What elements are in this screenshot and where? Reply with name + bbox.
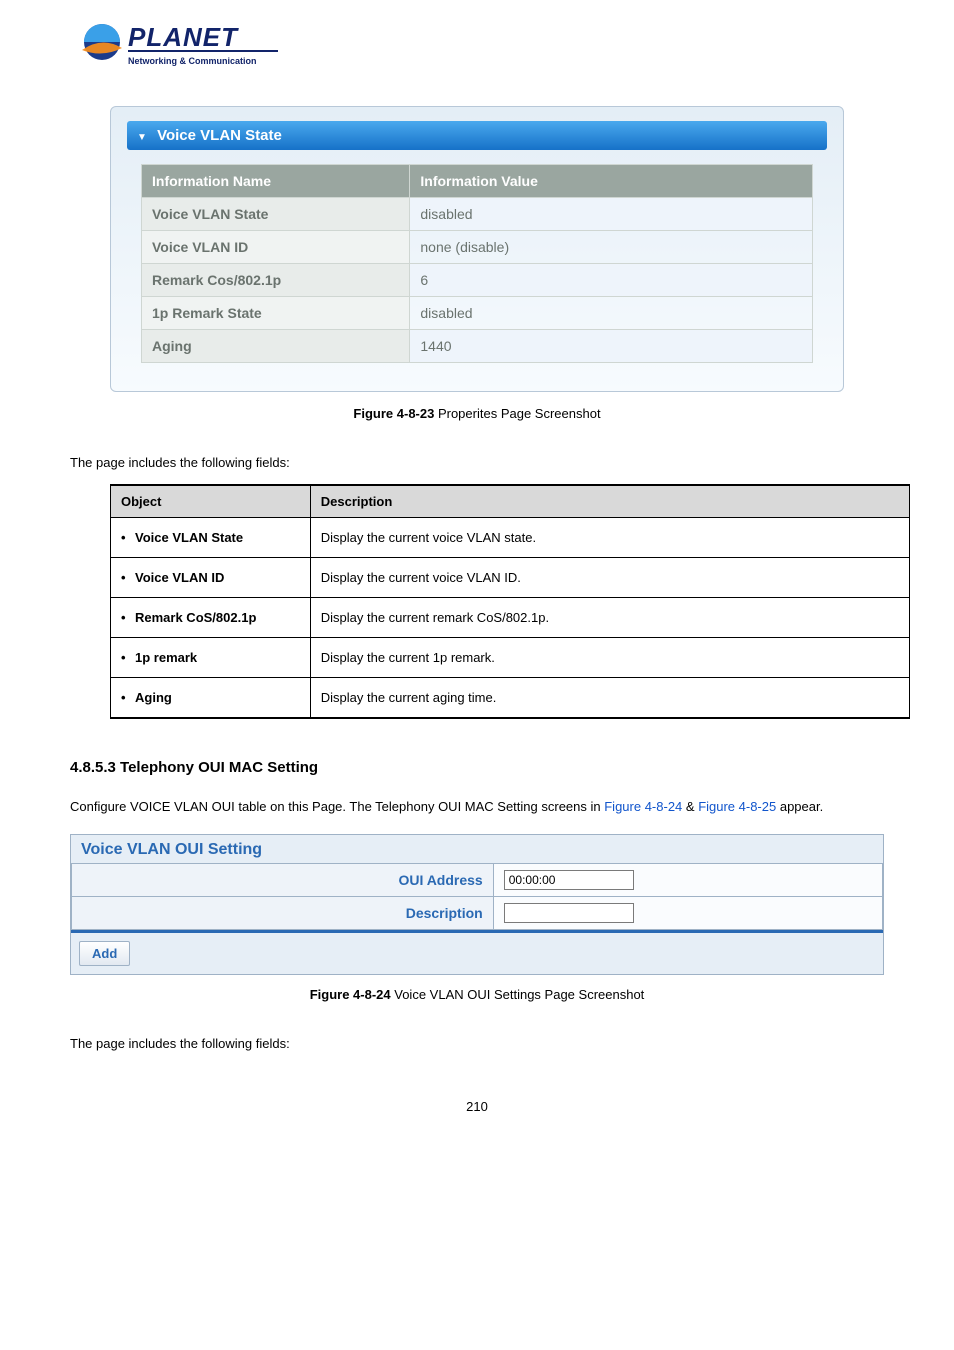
svg-text:PLANET: PLANET (128, 22, 239, 52)
info-value: 1440 (410, 330, 813, 363)
caption-bold: Figure 4-8-24 (310, 987, 391, 1002)
info-value: disabled (410, 297, 813, 330)
field-object: Voice VLAN ID (135, 570, 224, 585)
bullet-icon: • (121, 610, 135, 625)
table-row: Voice VLAN State disabled (142, 198, 813, 231)
info-value: disabled (410, 198, 813, 231)
figure-reference-link[interactable]: Figure 4-8-25 (698, 799, 776, 814)
figure-reference-link[interactable]: Figure 4-8-24 (604, 799, 682, 814)
field-object: Remark CoS/802.1p (135, 610, 256, 625)
table-row: •Aging Display the current aging time. (111, 678, 910, 719)
field-object: Aging (135, 690, 172, 705)
oui-description-cell (493, 897, 882, 930)
field-desc: Display the current voice VLAN ID. (310, 558, 909, 598)
bullet-icon: • (121, 650, 135, 665)
field-object: 1p remark (135, 650, 197, 665)
section-text-post: appear. (776, 799, 823, 814)
oui-address-input[interactable] (504, 870, 634, 890)
page-number: 210 (70, 1099, 884, 1114)
voice-vlan-oui-panel: Voice VLAN OUI Setting OUI Address Descr… (70, 834, 884, 975)
info-name: Voice VLAN State (142, 198, 410, 231)
col-description: Description (310, 485, 909, 518)
info-name: Aging (142, 330, 410, 363)
table-row: Voice VLAN ID none (disable) (142, 231, 813, 264)
table-row: 1p Remark State disabled (142, 297, 813, 330)
figure-caption-4-8-24: Figure 4-8-24 Voice VLAN OUI Settings Pa… (70, 987, 884, 1002)
field-object: Voice VLAN State (135, 530, 243, 545)
table-row: Description (72, 897, 883, 930)
field-desc: Display the current aging time. (310, 678, 909, 719)
intro-text-2: The page includes the following fields: (70, 1036, 884, 1051)
col-info-name: Information Name (142, 165, 410, 198)
figure-caption-4-8-23: Figure 4-8-23 Properites Page Screenshot (70, 406, 884, 421)
fields-description-table: Object Description •Voice VLAN State Dis… (110, 484, 910, 719)
info-name: Remark Cos/802.1p (142, 264, 410, 297)
brand-logo: PLANET Networking & Communication (80, 20, 884, 76)
table-row: Remark Cos/802.1p 6 (142, 264, 813, 297)
table-row: •Voice VLAN State Display the current vo… (111, 518, 910, 558)
section-heading: 4.8.5.3 Telephony OUI MAC Setting (70, 759, 884, 776)
info-value: 6 (410, 264, 813, 297)
oui-description-input[interactable] (504, 903, 634, 923)
info-name: Voice VLAN ID (142, 231, 410, 264)
oui-panel-title: Voice VLAN OUI Setting (71, 835, 883, 863)
panel-title: Voice VLAN State (157, 127, 282, 144)
caption-rest: Properites Page Screenshot (434, 406, 600, 421)
col-info-value: Information Value (410, 165, 813, 198)
section-text: Configure VOICE VLAN OUI table on this P… (70, 794, 884, 820)
bullet-icon: • (121, 690, 135, 705)
collapse-icon: ▼ (137, 132, 147, 143)
voice-vlan-info-table: Information Name Information Value Voice… (141, 164, 813, 363)
col-object: Object (111, 485, 311, 518)
button-row: Add (71, 930, 883, 974)
info-name: 1p Remark State (142, 297, 410, 330)
caption-rest: Voice VLAN OUI Settings Page Screenshot (391, 987, 645, 1002)
bullet-icon: • (121, 570, 135, 585)
section-text-pre: Configure VOICE VLAN OUI table on this P… (70, 799, 604, 814)
svg-text:Networking & Communication: Networking & Communication (128, 56, 257, 66)
amp: & (682, 799, 698, 814)
table-row: •Remark CoS/802.1p Display the current r… (111, 598, 910, 638)
table-row: •1p remark Display the current 1p remark… (111, 638, 910, 678)
info-value: none (disable) (410, 231, 813, 264)
voice-vlan-state-panel: ▼ Voice VLAN State Information Name Info… (110, 106, 844, 392)
field-desc: Display the current 1p remark. (310, 638, 909, 678)
table-row: •Voice VLAN ID Display the current voice… (111, 558, 910, 598)
table-row: OUI Address (72, 864, 883, 897)
field-desc: Display the current remark CoS/802.1p. (310, 598, 909, 638)
field-desc: Display the current voice VLAN state. (310, 518, 909, 558)
panel-header[interactable]: ▼ Voice VLAN State (127, 121, 827, 150)
add-button[interactable]: Add (79, 941, 130, 966)
intro-text-1: The page includes the following fields: (70, 455, 884, 470)
planet-logo-icon: PLANET Networking & Communication (80, 20, 290, 76)
oui-address-cell (493, 864, 882, 897)
oui-address-label: OUI Address (72, 864, 494, 897)
table-row: Aging 1440 (142, 330, 813, 363)
caption-bold: Figure 4-8-23 (353, 406, 434, 421)
oui-description-label: Description (72, 897, 494, 930)
bullet-icon: • (121, 530, 135, 545)
oui-form-table: OUI Address Description (71, 863, 883, 930)
